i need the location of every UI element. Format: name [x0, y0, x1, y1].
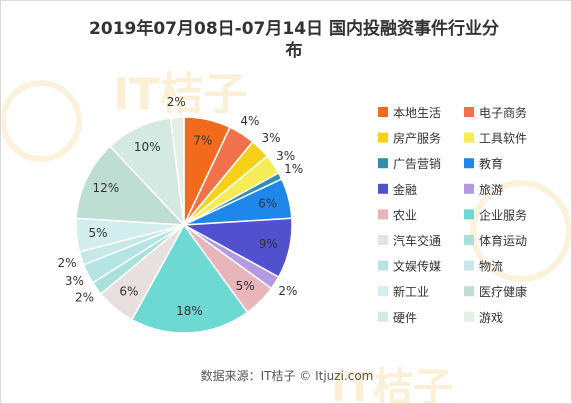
- legend-swatch: [378, 132, 388, 143]
- legend-label: 本地生活: [393, 106, 441, 120]
- legend-swatch: [378, 183, 388, 194]
- legend-label: 医疗健康: [479, 284, 527, 299]
- slice-value-label: 3%: [65, 274, 84, 288]
- slice-value-label: 4%: [240, 114, 259, 128]
- legend-label: 工具软件: [479, 132, 527, 146]
- slice-value-label: 1%: [284, 162, 303, 176]
- slice-value-label: 2%: [57, 256, 76, 270]
- legend-label: 文娱传媒: [393, 259, 441, 274]
- legend-label: 汽车交通: [393, 233, 441, 248]
- pie-slice-10: [130, 223, 249, 334]
- legend-swatch: [378, 209, 388, 220]
- slice-value-label: 7%: [193, 134, 212, 148]
- pie-slice-16: [75, 145, 186, 226]
- legend-swatch: [464, 260, 474, 271]
- legend-label: 旅游: [479, 183, 503, 197]
- slice-value-label: 2%: [278, 284, 297, 298]
- slice-value-label: 3%: [276, 149, 295, 163]
- slice-value-label: 12%: [92, 181, 119, 195]
- slice-value-label: 2%: [167, 95, 186, 109]
- legend-swatch: [464, 107, 474, 117]
- legend-swatch: [378, 158, 388, 169]
- slice-labels: 7%4%3%3%1%6%9%2%5%18%6%2%3%2%5%12%10%2%: [57, 95, 303, 318]
- legend-label: 金融: [393, 182, 417, 197]
- legend-swatch: [464, 286, 474, 297]
- legend-swatch: [464, 209, 474, 220]
- legend-label: 物流: [479, 260, 503, 274]
- legend-label: 企业服务: [479, 207, 527, 222]
- legend-swatch: [464, 158, 474, 169]
- chart-title-line-1: 2019年07月08日-07月14日 国内投融资事件行业分: [89, 18, 499, 39]
- legend-label: 农业: [393, 208, 417, 222]
- legend-swatch: [464, 132, 474, 143]
- legend-swatch: [464, 311, 474, 322]
- pie-slices: [75, 116, 293, 334]
- slice-value-label: 2%: [75, 290, 94, 304]
- watermark-text: IT桔子: [331, 365, 453, 403]
- legend-swatch: [378, 311, 388, 322]
- legend-label: 教育: [479, 156, 503, 171]
- legend-swatch: [378, 235, 388, 245]
- legend-label: 硬件: [393, 311, 417, 325]
- chart-title-line-2: 布: [286, 40, 303, 61]
- slice-value-label: 5%: [88, 226, 107, 240]
- slice-value-label: 9%: [259, 237, 278, 251]
- pie-slice-18: [169, 116, 185, 226]
- legend-label: 电子商务: [479, 105, 527, 120]
- legend-label: 广告营销: [393, 157, 441, 171]
- legend-label: 游戏: [479, 311, 503, 325]
- watermark-layer: IT桔子 IT桔子: [1, 69, 571, 403]
- legend-swatch: [378, 107, 388, 117]
- legend-swatch: [378, 260, 388, 271]
- slice-value-label: 18%: [176, 304, 203, 318]
- slice-value-label: 10%: [134, 140, 161, 154]
- slice-value-label: 6%: [258, 197, 277, 211]
- watermark-text: IT桔子: [113, 69, 247, 120]
- slice-value-label: 3%: [261, 131, 280, 145]
- legend-label: 房产服务: [393, 131, 441, 146]
- watermark-orange-icon: [1, 80, 82, 162]
- source-text: 数据来源：IT桔子 © Itjuzi.com: [201, 368, 374, 383]
- legend-swatch: [464, 183, 474, 194]
- watermark-orange-icon: [470, 180, 571, 282]
- slice-value-label: 5%: [236, 279, 255, 293]
- legend-swatch: [464, 235, 474, 245]
- legend-label: 新工业: [393, 284, 429, 299]
- legend-swatch: [378, 286, 388, 297]
- legend-label: 体育运动: [479, 233, 527, 248]
- slice-value-label: 6%: [119, 285, 138, 299]
